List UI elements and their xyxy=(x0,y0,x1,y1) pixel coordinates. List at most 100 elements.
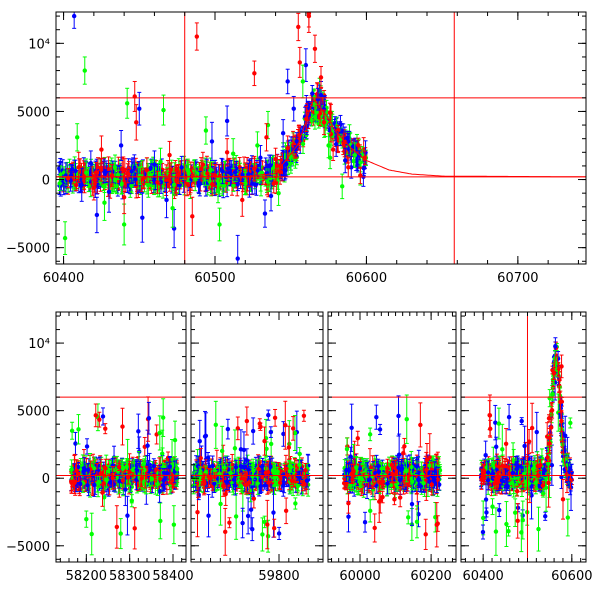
data-point xyxy=(255,168,261,173)
data-point xyxy=(69,166,75,172)
data-point xyxy=(282,167,287,173)
data-point xyxy=(158,518,163,524)
data-point xyxy=(62,235,68,241)
data-point xyxy=(115,172,121,178)
data-point xyxy=(243,181,248,186)
data-point xyxy=(106,189,112,195)
model-curve xyxy=(56,98,586,178)
data-point xyxy=(133,177,138,182)
data-point xyxy=(132,526,137,531)
y-tick-label: 10⁴ xyxy=(28,37,50,52)
data-point xyxy=(294,139,299,144)
data-point xyxy=(343,158,348,163)
data-point xyxy=(174,177,179,183)
data-point xyxy=(234,166,239,171)
data-point xyxy=(252,166,257,171)
data-point xyxy=(167,179,172,185)
data-point xyxy=(160,415,166,420)
data-point xyxy=(271,164,276,170)
data-point xyxy=(134,120,139,125)
data-point xyxy=(209,139,215,144)
data-point xyxy=(84,170,89,175)
data-point xyxy=(224,118,230,124)
data-point xyxy=(129,498,135,503)
data-point xyxy=(190,214,195,219)
data-point xyxy=(228,170,233,175)
data-point xyxy=(200,162,206,167)
data-point xyxy=(328,131,334,137)
data-point xyxy=(124,101,130,106)
data-point xyxy=(264,135,269,140)
data-point xyxy=(148,165,153,171)
data-point xyxy=(94,212,100,218)
data-point xyxy=(146,182,151,188)
data-point xyxy=(235,256,240,261)
data-point xyxy=(100,414,106,419)
data-point xyxy=(284,161,289,167)
data-point xyxy=(121,195,127,200)
data-point xyxy=(121,222,127,227)
data-point xyxy=(73,168,78,174)
data-point xyxy=(176,171,181,177)
data-point xyxy=(274,180,279,185)
data-point xyxy=(334,136,340,141)
data-point xyxy=(145,443,150,448)
data-point xyxy=(205,171,210,176)
season-points xyxy=(69,396,180,556)
data-point xyxy=(306,12,312,16)
data-point xyxy=(335,127,341,133)
data-point xyxy=(152,162,157,167)
data-point xyxy=(82,68,87,73)
data-point xyxy=(144,167,150,173)
data-point xyxy=(300,141,306,147)
data-point xyxy=(73,441,78,446)
data-point xyxy=(158,179,164,185)
data-point xyxy=(106,166,111,172)
data-point xyxy=(309,118,314,123)
data-point xyxy=(137,106,142,111)
data-point xyxy=(344,135,350,141)
data-point xyxy=(303,62,309,68)
data-point xyxy=(346,165,351,170)
data-point xyxy=(252,182,258,187)
y-tick-label: 5000 xyxy=(17,105,50,120)
data-point xyxy=(300,79,306,84)
data-point xyxy=(296,24,301,30)
data-point xyxy=(240,197,245,203)
data-point xyxy=(266,163,272,169)
data-point xyxy=(312,46,318,51)
x-tick-label: 60700 xyxy=(497,271,538,286)
data-point xyxy=(350,144,356,149)
data-point xyxy=(92,177,97,182)
data-point xyxy=(99,167,104,172)
data-point xyxy=(326,143,331,148)
x-tick-label: 60600 xyxy=(346,271,387,286)
data-point xyxy=(76,427,81,432)
y-tick-label: 0 xyxy=(42,174,50,189)
data-point xyxy=(73,182,79,188)
y-tick-label: −5000 xyxy=(6,242,50,257)
data-point xyxy=(129,169,134,174)
data-point xyxy=(84,444,90,449)
data-point xyxy=(114,524,120,530)
data-point xyxy=(321,120,327,125)
data-point xyxy=(193,176,198,181)
data-point xyxy=(318,75,324,80)
data-point xyxy=(285,146,290,151)
data-point xyxy=(333,141,339,147)
data-point xyxy=(317,111,323,116)
data-point xyxy=(262,211,268,216)
data-point xyxy=(273,156,278,162)
data-point xyxy=(210,182,215,187)
data-point xyxy=(155,180,160,185)
data-point xyxy=(293,147,298,152)
data-point xyxy=(340,184,345,189)
data-point xyxy=(86,175,91,180)
data-point xyxy=(356,142,361,148)
data-point xyxy=(158,159,163,165)
data-point xyxy=(197,181,203,186)
data-point xyxy=(252,71,257,76)
data-point xyxy=(215,188,221,193)
data-point xyxy=(312,114,318,120)
